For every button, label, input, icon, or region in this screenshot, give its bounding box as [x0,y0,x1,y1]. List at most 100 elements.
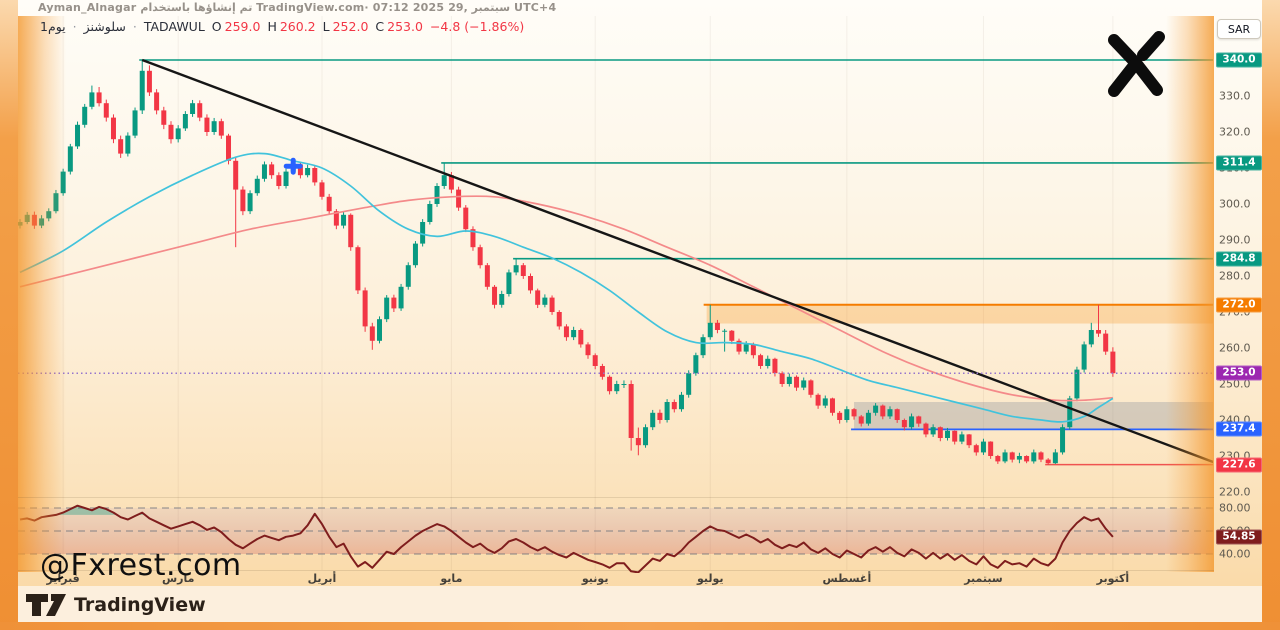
candle [319,179,325,200]
candle [254,175,260,196]
candle [1103,330,1109,355]
price-badge-54.85[interactable]: 54.85 [1216,529,1262,545]
price-zone-band [706,304,1213,324]
month-label: يوليو [696,572,724,585]
candle [700,334,706,359]
candle [923,422,929,438]
tradingview-logo[interactable]: TradingView [18,586,278,622]
candle [765,355,771,369]
candle [822,395,828,409]
candle [549,295,555,315]
candle [592,353,598,370]
candle [1081,341,1087,373]
candle [182,111,188,131]
candle [218,118,224,139]
legend-market[interactable]: سلوشنز [83,19,126,34]
candle [1096,304,1101,337]
month-label: أبريل [307,572,337,585]
price-badge-284.8[interactable]: 284.8 [1216,251,1262,267]
candle [161,106,167,130]
candle [484,263,490,290]
legend-symbol[interactable]: TADAWUL [143,19,205,34]
candle [420,219,426,247]
candle [901,418,907,431]
orange-frame-left [0,0,18,630]
price-badge-272.0[interactable]: 272.0 [1216,297,1262,313]
ma-fast-line [19,152,1114,423]
candle [664,399,670,423]
price-tick-260: 260.0 [1219,341,1251,355]
candle [1031,449,1037,464]
month-label: سبتمبر [964,572,1003,585]
candle [650,409,656,431]
candle [1024,455,1030,464]
candle [571,326,577,341]
candle [628,380,634,451]
candle [707,304,713,340]
candle [563,324,569,341]
candle [125,132,131,157]
price-badge-340.0[interactable]: 340.0 [1216,52,1262,68]
x-logo-icon [1108,31,1165,97]
plus-marker-icon[interactable] [283,157,303,175]
candle [82,103,88,128]
candle [463,205,469,233]
currency-toggle-button[interactable]: SAR [1217,19,1261,39]
legend-timeframe[interactable]: 1يوم [40,19,66,34]
high-label: H [267,19,277,34]
candle [714,319,720,334]
tradingview-logo-mark [26,594,48,616]
candle [693,352,699,376]
candle [837,411,843,424]
candle [67,143,73,175]
price-badge-253.0[interactable]: 253.0 [1216,365,1262,381]
price-tick-320: 320.0 [1219,125,1251,139]
candle [1088,322,1094,348]
orange-frame-right [1262,0,1280,630]
candle [952,430,958,445]
price-badge-311.4[interactable]: 311.4 [1216,155,1262,171]
watermark-text: @Fxrest.com [40,548,242,583]
candle [758,353,764,369]
axis-separator [18,570,1214,571]
candle [139,60,145,114]
candle [261,161,267,182]
price-badge-237.4[interactable]: 237.4 [1216,421,1262,437]
pane-separator [18,497,1214,498]
candle [614,380,620,395]
candle [621,380,627,388]
left-edge-fade [18,16,66,572]
candle [154,89,160,115]
candle [686,370,692,398]
candle [635,427,641,456]
price-tick-300: 300.0 [1219,197,1251,211]
candle [729,330,735,345]
month-label: أكتوبر [1096,572,1130,585]
candle [722,328,728,352]
candle [880,404,886,420]
candle [247,190,253,215]
candle [1045,458,1051,465]
candle [211,117,217,135]
candle [103,99,109,122]
candle [643,424,649,448]
candle [801,377,807,391]
open-value: 259.0 [224,19,261,34]
candle [118,135,124,158]
price-badge-227.6[interactable]: 227.6 [1216,457,1262,473]
legend-separator: · [72,19,77,34]
candle [326,193,332,215]
candle [678,391,684,412]
candle [1074,366,1080,402]
candle [492,285,498,309]
high-value: 260.2 [279,19,316,34]
month-label: مايو [440,572,463,585]
close-label: C [375,19,385,34]
candle [96,87,102,107]
candle [988,441,994,459]
candle [873,403,879,416]
trendline[interactable] [141,58,1213,464]
candle [499,290,505,308]
